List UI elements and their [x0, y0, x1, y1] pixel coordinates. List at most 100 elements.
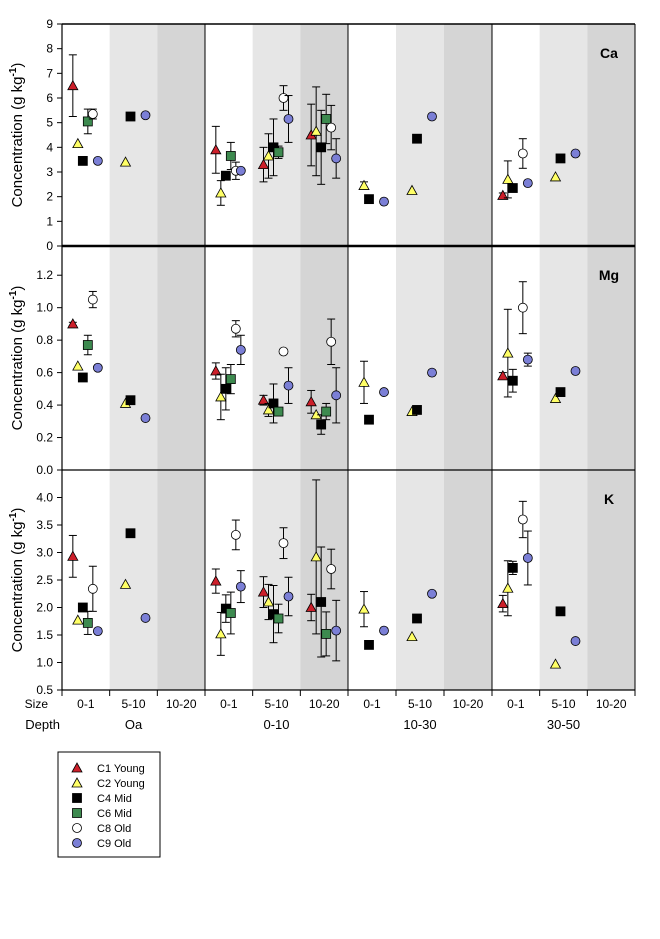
data-point-C2: [215, 391, 227, 402]
y-tick-label: 1.0: [36, 656, 53, 670]
depth-row-label: Depth: [25, 717, 60, 732]
legend-entry: C6 Mid: [97, 808, 132, 820]
size-band-0-1: [348, 246, 396, 470]
data-point-C9: [570, 148, 581, 159]
depth-label: 0-10: [263, 717, 289, 732]
data-point-C2: [502, 347, 514, 358]
size-band-5-10: [539, 24, 588, 246]
size-band-5-10: [396, 470, 444, 690]
y-tick-label: 4.0: [36, 491, 53, 505]
data-point-C4: [507, 183, 518, 193]
size-band-10-20: [157, 470, 205, 690]
size-band-5-10: [252, 246, 301, 470]
data-point-C4: [316, 142, 327, 153]
data-point-C9: [331, 390, 342, 401]
size-band-5-10: [539, 470, 588, 690]
data-point-C4: [412, 133, 422, 144]
data-point-C8: [230, 530, 241, 540]
data-point-C9: [235, 344, 246, 355]
size-band-10-20: [157, 246, 205, 470]
y-tick-label: 4: [46, 140, 53, 154]
legend-marker-C9: [72, 838, 82, 848]
data-point-C2: [215, 187, 227, 198]
data-point-C2: [358, 179, 370, 190]
data-point-C4: [555, 153, 566, 164]
size-row-label: Size: [25, 697, 49, 711]
legend-entry: C2 Young: [97, 778, 145, 790]
data-point-C1: [497, 189, 509, 200]
legend-entry: C8 Old: [97, 823, 131, 835]
data-point-C9: [140, 613, 151, 623]
data-point-C9: [283, 591, 294, 602]
data-point-C1: [257, 586, 270, 597]
panel-element-label: Ca: [600, 45, 618, 61]
data-point-C1: [210, 365, 222, 376]
size-label: 0-1: [220, 697, 238, 711]
size-band-0-1: [205, 246, 253, 470]
data-point-C9: [427, 111, 437, 122]
data-point-C4: [364, 640, 374, 650]
data-point-C2: [502, 582, 514, 593]
data-point-C2: [502, 173, 514, 184]
size-label: 5-10: [121, 697, 145, 711]
data-point-C9: [92, 626, 103, 637]
legend-marker-C1: [71, 762, 83, 773]
y-tick-label: 5: [46, 116, 53, 130]
y-tick-label: 2.5: [36, 573, 53, 587]
data-point-C9: [235, 165, 246, 176]
size-label: 5-10: [408, 697, 432, 711]
data-point-C9: [427, 588, 437, 599]
data-point-C2: [72, 614, 84, 625]
panel-K: 0.5 1.0 1.5 2.0 2.5 3.0 3.5 4.0 Concentration (g…: [8, 470, 614, 697]
size-band-5-10: [109, 246, 158, 470]
size-band-5-10: [539, 246, 588, 470]
size-label: 0-1: [363, 697, 381, 711]
size-band-5-10: [109, 24, 158, 246]
y-tick-label: 1: [46, 214, 53, 228]
size-band-10-20: [587, 24, 635, 246]
size-band-5-10: [109, 470, 158, 690]
size-label: 10-20: [596, 697, 627, 711]
data-point-C4: [364, 414, 374, 425]
data-point-C1: [67, 550, 79, 561]
data-point-C4: [507, 375, 518, 386]
data-point-C9: [331, 153, 342, 164]
data-point-C1: [257, 158, 270, 170]
size-band-0-1: [492, 246, 540, 470]
y-tick-label: 3.0: [36, 546, 53, 560]
data-point-C2: [310, 551, 322, 562]
data-point-C9: [379, 196, 389, 207]
y-tick-label: 0.8: [36, 333, 53, 347]
data-point-C4: [77, 372, 88, 383]
y-tick-label: 0.0: [36, 463, 53, 477]
y-tick-label: 7: [46, 66, 53, 80]
data-point-C4: [268, 398, 279, 409]
data-point-C2: [262, 150, 275, 161]
data-point-C4: [364, 194, 374, 205]
data-point-C4: [316, 597, 327, 607]
y-tick-label: 6: [46, 91, 53, 105]
legend-marker-C6: [72, 808, 82, 818]
data-point-C9: [235, 581, 246, 592]
y-tick-label: 8: [46, 42, 53, 56]
data-point-C2: [549, 392, 562, 403]
legend: C1 Young C2 Young C4 Mid C6 Mid C8 Old C9 Old: [57, 751, 161, 858]
size-label: 10-20: [166, 697, 197, 711]
panel-Mg: 0.0 0.2 0.4 0.6 0.8 1.0 1.2 Concentration (g kg…: [8, 246, 619, 477]
data-point-C9: [522, 553, 533, 563]
data-point-C9: [570, 636, 581, 646]
y-tick-label: 0.5: [36, 683, 53, 697]
data-point-C2: [119, 578, 132, 589]
data-point-C8: [87, 583, 98, 594]
size-label: 0-1: [507, 697, 525, 711]
data-point-C1: [305, 601, 317, 612]
size-band-10-20: [300, 24, 348, 246]
panel-element-label: Mg: [599, 267, 619, 283]
size-label: 5-10: [551, 697, 575, 711]
y-tick-label: 2: [46, 190, 53, 204]
size-label: 5-10: [264, 697, 288, 711]
size-label: 10-20: [453, 697, 484, 711]
data-point-C9: [283, 380, 294, 391]
data-point-C8: [230, 323, 241, 334]
